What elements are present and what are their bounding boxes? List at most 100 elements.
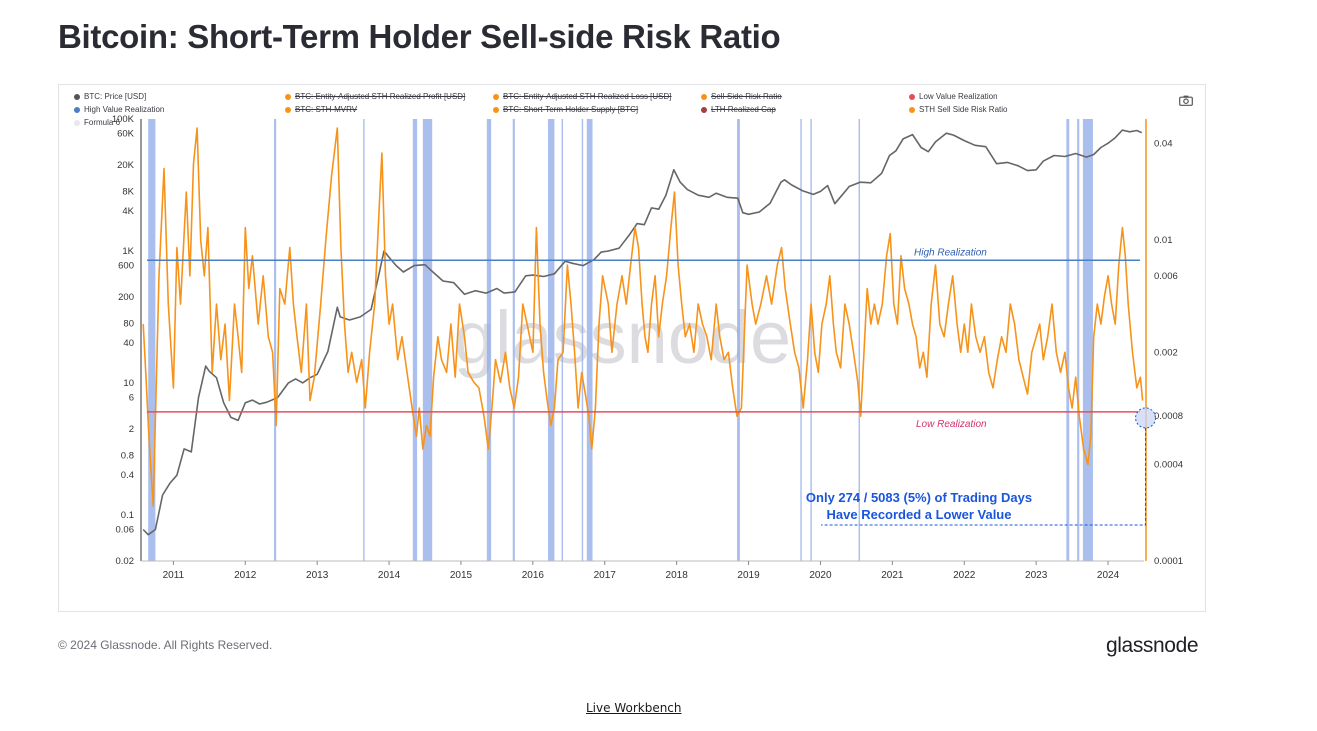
x-tick-label: 2020	[809, 570, 832, 581]
watermark-text: glassnode	[454, 296, 791, 379]
legend-label: BTC: Entity-Adjusted STH Realized Profit…	[295, 92, 466, 101]
glassnode-logo: glassnode	[1106, 634, 1199, 657]
legend-swatch	[74, 93, 80, 100]
y-right-tick-label: 0.006	[1154, 271, 1178, 282]
x-tick-label: 2014	[378, 570, 401, 581]
current-value-marker	[1135, 407, 1157, 429]
legend-label: Formula 6	[84, 118, 121, 127]
y-left-tick-label: 0.06	[116, 525, 135, 536]
low-value-band	[800, 119, 802, 561]
y-left-tick-label: 100K	[112, 114, 135, 125]
y-left-tick-label: 0.8	[121, 450, 134, 461]
y-left-tick-label: 2	[129, 424, 134, 435]
legend-item[interactable]: BTC: Entity-Adjusted STH Realized Profit…	[285, 92, 465, 101]
low-value-band	[274, 119, 277, 561]
low-value-band	[486, 119, 492, 561]
legend-swatch	[74, 106, 80, 113]
y-left-tick-label: 0.02	[116, 556, 135, 567]
legend-item[interactable]: Low Value Realization	[909, 92, 998, 101]
annotation-leader-line	[821, 427, 1147, 526]
legend-swatch	[285, 106, 291, 113]
x-tick-label: 2015	[450, 570, 473, 581]
live-workbench-link[interactable]: Live Workbench	[586, 701, 682, 715]
low-value-band	[547, 119, 555, 561]
price-series-line	[142, 129, 1143, 536]
legend-label: STH Sell Side Risk Ratio	[919, 105, 1008, 114]
x-tick-label: 2016	[522, 570, 545, 581]
low-value-band	[1082, 119, 1093, 561]
legend-item[interactable]: High Value Realization	[74, 105, 164, 114]
y-right-tick-label: 0.002	[1154, 347, 1178, 358]
legend-swatch	[493, 106, 499, 113]
legend-label: Low Value Realization	[919, 92, 998, 101]
ratio-series-line	[142, 127, 1144, 507]
legend-swatch	[701, 106, 707, 113]
low-value-band	[858, 119, 860, 561]
y-left-tick-label: 1K	[122, 246, 134, 257]
x-tick-label: 2012	[234, 570, 257, 581]
x-tick-label: 2021	[881, 570, 904, 581]
legend-label: BTC: Price [USD]	[84, 92, 147, 101]
high-realization-label: High Realization	[914, 247, 987, 258]
legend-label: High Value Realization	[84, 105, 165, 114]
y-left-tick-label: 8K	[122, 186, 134, 197]
low-value-band	[148, 119, 156, 561]
x-tick-label: 2011	[163, 570, 185, 581]
legend-label: Sell-Side Risk Ratio	[711, 92, 782, 101]
legend-swatch	[493, 93, 499, 100]
x-tick-label: 2023	[1025, 570, 1048, 581]
x-tick-label: 2019	[737, 570, 760, 581]
low-value-band	[581, 119, 584, 561]
annotation-line-1: Only 274 / 5083 (5%) of Trading Days	[806, 490, 1032, 505]
legend-item[interactable]: BTC: Price [USD]	[74, 92, 146, 101]
legend-swatch	[74, 119, 80, 126]
low-value-band	[1066, 119, 1070, 561]
legend-item[interactable]: LTH Realized Cap	[701, 105, 776, 114]
low-value-band	[422, 119, 433, 561]
low-value-band	[810, 119, 812, 561]
legend-item[interactable]: BTC: Short-Term Holder Supply [BTC]	[493, 105, 638, 114]
y-left-tick-label: 0.4	[121, 470, 134, 481]
legend-label: LTH Realized Cap	[711, 105, 776, 114]
y-right-tick-label: 0.0004	[1154, 459, 1183, 470]
page-title: Bitcoin: Short-Term Holder Sell-side Ris…	[58, 18, 781, 55]
x-tick-label: 2013	[306, 570, 329, 581]
copyright-text: © 2024 Glassnode. All Rights Reserved.	[58, 638, 273, 652]
x-tick-label: 2022	[953, 570, 976, 581]
low-value-band	[737, 119, 740, 561]
y-left-tick-label: 200	[118, 292, 134, 303]
y-right-tick-label: 0.0001	[1154, 556, 1183, 567]
legend-item[interactable]: BTC: Entity-Adjusted STH Realized Loss […	[493, 92, 672, 101]
y-left-tick-label: 10	[123, 378, 134, 389]
annotation-line-2: Have Recorded a Lower Value	[827, 507, 1012, 522]
low-realization-label: Low Realization	[916, 419, 987, 430]
x-tick-label: 2017	[594, 570, 617, 581]
camera-icon[interactable]	[1179, 95, 1193, 106]
legend-swatch	[701, 93, 707, 100]
chart-frame: glassnode 100K 60K 20K 8K 4K 1K 600 200 80 40 10 6 2 0…	[58, 84, 1206, 612]
x-tick-label: 2018	[666, 570, 689, 581]
y-left-tick-label: 20K	[117, 160, 135, 171]
low-value-band	[561, 119, 564, 561]
y-left-tick-label: 40	[123, 338, 134, 349]
legend-item[interactable]: Formula 6	[74, 118, 120, 127]
y-left-tick-label: 600	[118, 261, 134, 272]
legend-item[interactable]: Sell-Side Risk Ratio	[701, 92, 782, 101]
y-left-tick-label: 0.1	[121, 510, 134, 521]
legend-label: BTC: Entity-Adjusted STH Realized Loss […	[503, 92, 672, 101]
legend-swatch	[909, 106, 915, 113]
low-value-band	[1077, 119, 1080, 561]
x-tick-label: 2024	[1097, 570, 1120, 581]
legend-swatch	[285, 93, 291, 100]
legend-item[interactable]: BTC: STH-MVRV	[285, 105, 357, 114]
legend-label: BTC: STH-MVRV	[295, 105, 358, 114]
y-left-tick-label: 80	[123, 318, 134, 329]
y-left-tick-label: 4K	[122, 206, 134, 217]
y-left-tick-label: 60K	[117, 129, 135, 140]
low-value-band	[363, 119, 365, 561]
legend-item[interactable]: STH Sell Side Risk Ratio	[909, 105, 1007, 114]
y-right-tick-label: 0.01	[1154, 235, 1173, 246]
low-value-band	[412, 119, 418, 561]
y-right-tick-label: 0.0008	[1154, 411, 1183, 422]
y-right-tick-label: 0.04	[1154, 139, 1173, 150]
